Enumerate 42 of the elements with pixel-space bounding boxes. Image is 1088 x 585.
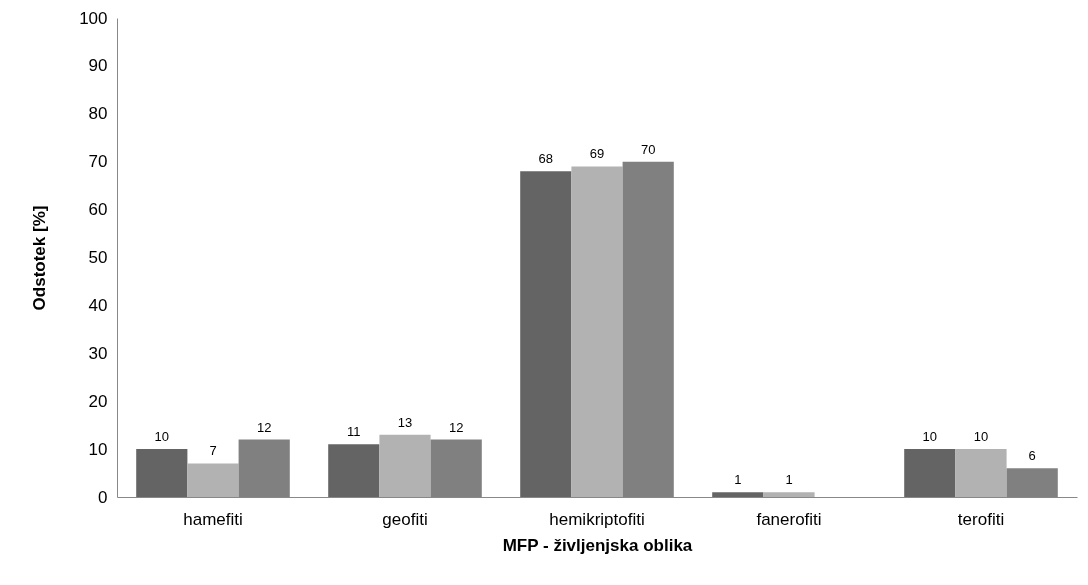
x-tick-label: hamefiti xyxy=(183,509,243,529)
bar xyxy=(187,463,239,497)
data-label: 12 xyxy=(448,419,464,435)
data-label: 13 xyxy=(397,414,413,430)
y-tick-label: 90 xyxy=(88,56,108,76)
data-label: 1 xyxy=(785,472,793,488)
y-tick-label: 100 xyxy=(79,8,108,28)
bar xyxy=(763,492,815,497)
data-label: 70 xyxy=(640,141,656,157)
y-tick-label: 10 xyxy=(88,439,108,459)
data-label: 68 xyxy=(538,151,554,167)
x-tick-label: terofiti xyxy=(957,509,1005,529)
data-label: 1 xyxy=(734,472,742,488)
y-tick-label: 20 xyxy=(88,391,108,411)
data-label: 11 xyxy=(347,424,361,440)
data-label: 10 xyxy=(922,429,938,445)
bar xyxy=(712,492,764,497)
data-label: 7 xyxy=(209,443,217,459)
y-axis-title: Odstotek [%] xyxy=(30,205,50,311)
y-tick-label: 60 xyxy=(88,200,108,220)
x-tick-label: fanerofiti xyxy=(756,509,822,529)
bar xyxy=(571,166,623,497)
bar xyxy=(904,449,956,497)
x-axis-title: MFP - življenjska oblika xyxy=(502,535,693,555)
y-tick-label: 30 xyxy=(88,343,108,363)
x-tick-label: geofiti xyxy=(382,509,428,529)
y-tick-label: 40 xyxy=(88,295,108,315)
bar xyxy=(328,444,380,497)
bar xyxy=(136,449,188,497)
y-tick-label: 50 xyxy=(88,248,108,267)
y-tick-label: 80 xyxy=(88,104,108,124)
data-label: 10 xyxy=(973,429,989,445)
data-label: 12 xyxy=(256,419,272,435)
bar xyxy=(955,449,1007,497)
y-tick-label: 0 xyxy=(98,487,108,507)
data-label: 69 xyxy=(589,146,605,162)
bar xyxy=(520,171,572,497)
y-tick-label: 70 xyxy=(88,152,108,172)
data-label: 6 xyxy=(1028,448,1036,464)
x-tick-label: hemikriptofiti xyxy=(549,509,645,529)
bar xyxy=(379,434,431,497)
data-label: 10 xyxy=(154,429,170,445)
